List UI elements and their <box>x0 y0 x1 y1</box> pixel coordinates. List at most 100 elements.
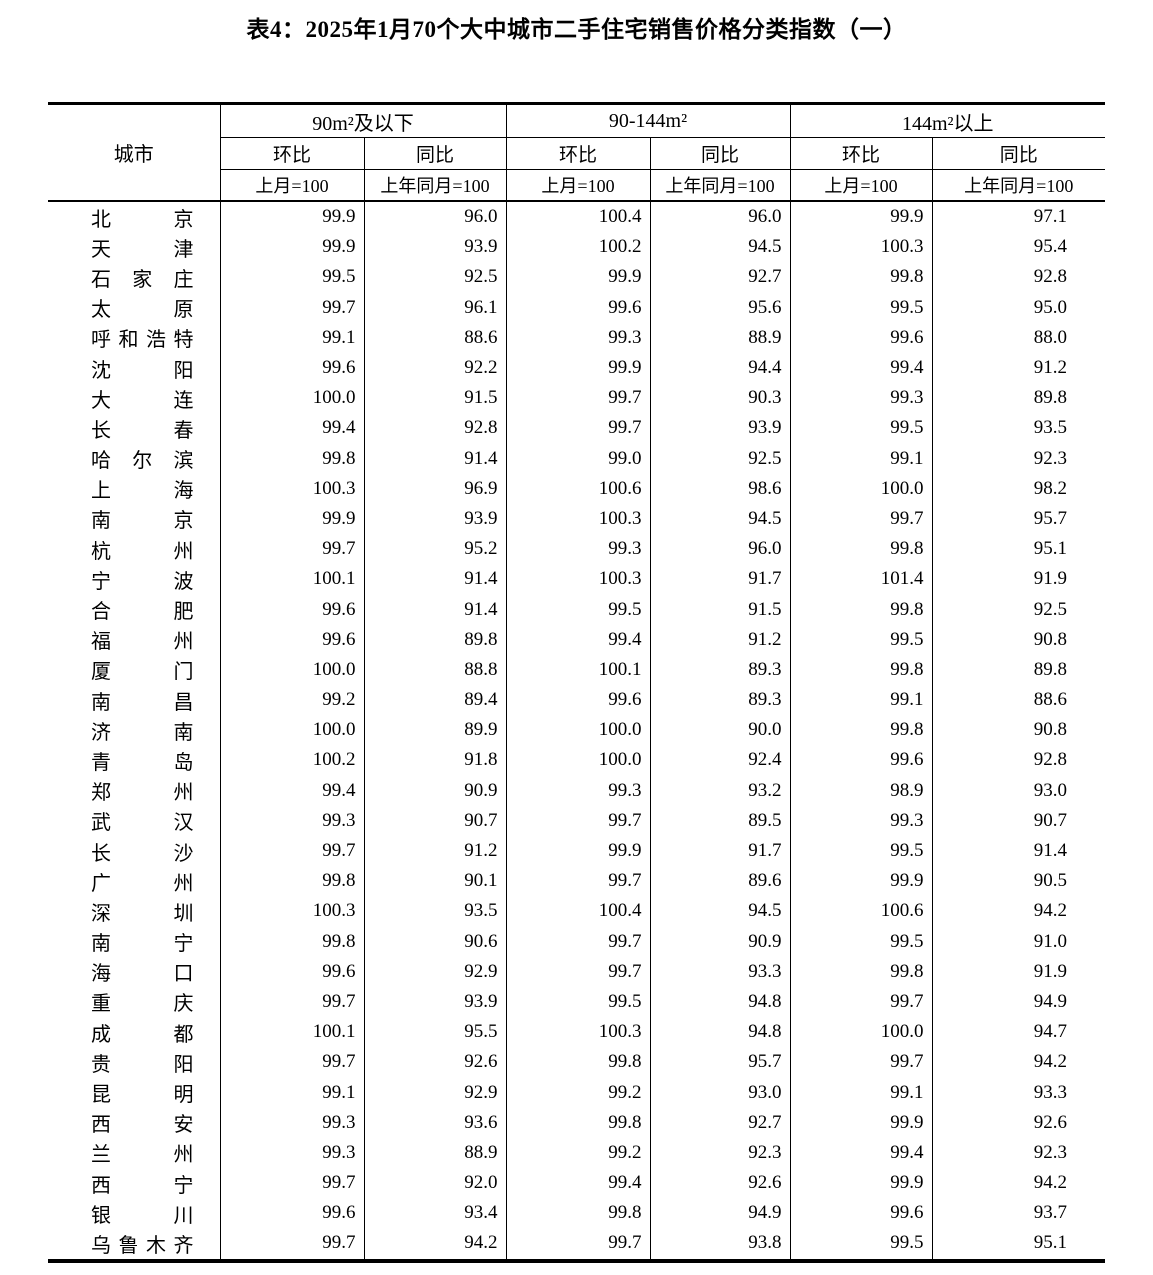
city-name-char: 庄 <box>173 268 194 291</box>
table-row: 南宁 99.8 90.6 99.7 90.9 99.5 91.0 <box>48 926 1105 957</box>
index-value: 93.3 <box>931 1077 1105 1108</box>
index-value: 88.0 <box>931 322 1105 353</box>
mom-header-3: 环比 <box>789 137 932 170</box>
city-name-char: 长 <box>91 842 111 865</box>
index-value: 99.2 <box>505 1077 650 1108</box>
city-name: 呼和浩特 <box>48 322 221 353</box>
table-row: 北京 99.9 96.0 100.4 96.0 99.9 97.1 <box>48 201 1105 233</box>
index-value: 93.4 <box>363 1198 506 1229</box>
table-row: 昆明 99.1 92.9 99.2 93.0 99.1 93.3 <box>48 1077 1105 1108</box>
city-name-char: 昆 <box>91 1084 111 1107</box>
index-value: 99.8 <box>505 1198 650 1229</box>
table-row: 大连 100.0 91.5 99.7 90.3 99.3 89.8 <box>48 383 1105 414</box>
city-name: 南昌 <box>48 685 221 716</box>
index-value: 99.3 <box>789 805 932 836</box>
index-value: 91.9 <box>931 564 1105 595</box>
table-row: 贵阳 99.7 92.6 99.8 95.7 99.7 94.2 <box>48 1047 1105 1078</box>
index-value: 94.2 <box>931 896 1105 927</box>
index-value: 99.8 <box>789 715 932 746</box>
city-name-char: 杭 <box>91 540 111 563</box>
index-value: 100.0 <box>789 1017 932 1048</box>
table-row: 厦门 100.0 88.8 100.1 89.3 99.8 89.8 <box>48 654 1105 685</box>
index-value: 100.6 <box>789 896 932 927</box>
index-value: 100.3 <box>505 503 650 535</box>
table-row: 西宁 99.7 92.0 99.4 92.6 99.9 94.2 <box>48 1168 1105 1199</box>
index-value: 95.0 <box>931 292 1105 323</box>
city-name-char: 明 <box>173 1084 194 1107</box>
city-name-char: 南 <box>91 933 111 956</box>
index-value: 99.6 <box>219 352 364 384</box>
city-name-char: 哈 <box>91 450 111 473</box>
index-value: 90.0 <box>649 715 790 746</box>
index-value: 89.6 <box>649 866 790 897</box>
index-value: 92.7 <box>649 262 790 293</box>
table-row: 西安 99.3 93.6 99.8 92.7 99.9 92.6 <box>48 1107 1105 1138</box>
index-value: 99.8 <box>789 956 932 987</box>
index-value: 99.3 <box>505 534 650 565</box>
city-name-char: 海 <box>173 480 194 503</box>
index-value: 99.4 <box>505 624 650 655</box>
index-value: 101.4 <box>789 564 932 595</box>
index-value: 99.1 <box>219 1077 364 1108</box>
city-name-char: 长 <box>91 419 111 442</box>
index-value: 99.7 <box>219 986 364 1018</box>
header-row-mom-yoy: 环比 同比 环比 同比 环比 同比 <box>48 137 1105 170</box>
table-row: 南京 99.9 93.9 100.3 94.5 99.7 95.7 <box>48 503 1105 535</box>
index-value: 92.6 <box>363 1047 506 1078</box>
city-name: 哈尔滨 <box>48 443 221 474</box>
city-name: 天津 <box>48 232 221 263</box>
index-value: 91.8 <box>363 745 506 776</box>
city-name-char: 浩 <box>146 329 166 352</box>
index-value: 99.6 <box>789 1198 932 1229</box>
city-name-char: 昌 <box>173 691 194 714</box>
index-value: 91.4 <box>363 443 506 474</box>
index-value: 99.8 <box>505 1107 650 1138</box>
index-value: 91.2 <box>363 835 506 867</box>
city-name-char: 西 <box>91 1114 111 1137</box>
base-label-yoy-2: 上年同月=100 <box>649 169 790 202</box>
index-value: 96.1 <box>363 292 506 323</box>
city-name-char: 兰 <box>91 1144 111 1167</box>
index-value: 97.1 <box>931 201 1105 233</box>
index-value: 95.2 <box>363 534 506 565</box>
index-value: 99.7 <box>219 1228 364 1261</box>
index-value: 100.0 <box>219 715 364 746</box>
table-row: 上海 100.3 96.9 100.6 98.6 100.0 98.2 <box>48 473 1105 504</box>
table-row: 兰州 99.3 88.9 99.2 92.3 99.4 92.3 <box>48 1137 1105 1168</box>
index-value: 92.3 <box>931 1137 1105 1168</box>
index-value: 99.7 <box>219 1168 364 1199</box>
city-name-char: 上 <box>91 480 111 503</box>
yoy-header-2: 同比 <box>649 137 790 170</box>
city-name: 深圳 <box>48 896 221 927</box>
group-header-144-above: 144m²以上 <box>789 103 1105 138</box>
index-value: 89.8 <box>931 654 1105 685</box>
table-row: 合肥 99.6 91.4 99.5 91.5 99.8 92.5 <box>48 594 1105 625</box>
table-row: 广州 99.8 90.1 99.7 89.6 99.9 90.5 <box>48 866 1105 897</box>
city-name: 银川 <box>48 1198 221 1229</box>
index-value: 99.4 <box>789 1137 932 1168</box>
index-value: 99.7 <box>505 383 650 414</box>
index-value: 91.9 <box>931 956 1105 987</box>
index-value: 100.2 <box>219 745 364 776</box>
table-row: 南昌 99.2 89.4 99.6 89.3 99.1 88.6 <box>48 685 1105 716</box>
city-name: 青岛 <box>48 745 221 776</box>
index-value: 99.2 <box>505 1137 650 1168</box>
city-name-char: 门 <box>173 661 194 684</box>
index-value: 95.1 <box>931 534 1105 565</box>
index-value: 99.1 <box>789 685 932 716</box>
index-value: 89.8 <box>363 624 506 655</box>
index-value: 90.7 <box>931 805 1105 836</box>
index-value: 99.6 <box>505 685 650 716</box>
index-value: 92.2 <box>363 352 506 384</box>
index-value: 94.5 <box>649 896 790 927</box>
city-name: 长春 <box>48 413 221 444</box>
city-name: 兰州 <box>48 1137 221 1168</box>
index-value: 99.7 <box>505 805 650 836</box>
city-name: 大连 <box>48 383 221 414</box>
city-name: 济南 <box>48 715 221 746</box>
header-row-groups: 城市 90m²及以下 90-144m² 144m²以上 <box>48 103 1105 202</box>
group-header-90-below: 90m²及以下 <box>219 103 506 138</box>
table-header: 城市 90m²及以下 90-144m² 144m²以上 环比 同比 环比 同比 … <box>48 103 1105 202</box>
index-value: 95.1 <box>931 1228 1105 1261</box>
